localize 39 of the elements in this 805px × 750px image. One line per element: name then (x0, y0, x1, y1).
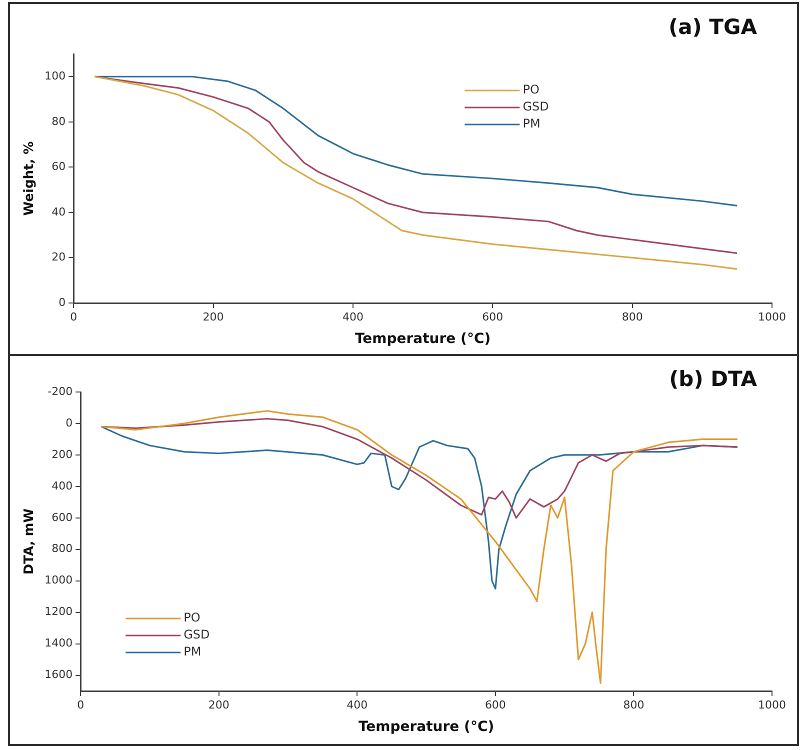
chart-title: (a) TGA (668, 14, 758, 39)
y-axis-title: Weight, % (22, 141, 38, 216)
x-tick-label: 1000 (758, 698, 786, 712)
x-tick-label: 1000 (758, 310, 786, 324)
y-tick-label: 200 (52, 448, 73, 461)
y-tick-label: 1400 (44, 636, 73, 650)
x-tick-label: 400 (342, 310, 364, 324)
y-tick-label: 400 (52, 479, 73, 492)
x-tick-label: 200 (202, 310, 224, 324)
y-tick-label: 100 (44, 69, 66, 82)
x-tick-label: 800 (622, 310, 643, 324)
x-axis-title: Temperature (°C) (358, 719, 494, 736)
x-tick-label: 600 (482, 310, 504, 324)
x-tick-label: 600 (484, 698, 506, 712)
y-tick-label: 60 (52, 160, 66, 174)
legend-label: GSD (184, 628, 210, 642)
y-tick-label: 20 (52, 250, 66, 264)
y-tick-label: 600 (52, 510, 73, 524)
legend-label: PM (522, 116, 540, 131)
y-tick-label: 1200 (44, 605, 73, 618)
y-axis-title: DTA, mW (22, 508, 38, 575)
y-tick-label: 0 (66, 416, 73, 430)
legend-label: PO (522, 82, 540, 97)
legend-label: PO (184, 610, 200, 625)
y-tick-label: 1000 (44, 574, 73, 587)
y-tick-label: -200 (48, 384, 73, 398)
y-tick-label: 40 (52, 205, 66, 218)
legend-label: PM (184, 644, 202, 659)
y-tick-label: 0 (58, 296, 66, 309)
x-tick-label: 0 (77, 698, 84, 712)
x-tick-label: 200 (208, 698, 230, 712)
y-tick-label: 80 (52, 114, 66, 128)
x-tick-label: 800 (623, 698, 644, 712)
chart-title: (b) DTA (669, 366, 758, 391)
x-axis-title: Temperature (°C) (354, 331, 491, 348)
y-tick-label: 800 (52, 542, 73, 556)
y-tick-label: 1600 (44, 668, 73, 682)
x-tick-label: 400 (346, 698, 368, 712)
legend-label: GSD (522, 100, 549, 114)
